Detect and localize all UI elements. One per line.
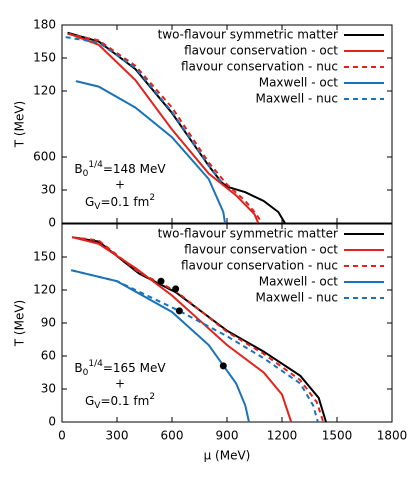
x-tick-label: 0 bbox=[58, 429, 66, 443]
y-tick-label: 120 bbox=[33, 84, 56, 98]
point bbox=[172, 285, 180, 293]
x-tick-label: 1200 bbox=[267, 429, 298, 443]
annotation-part: =148 MeV bbox=[103, 162, 167, 176]
y-tick-label: 120 bbox=[33, 283, 56, 297]
y-tick-label: 30 bbox=[41, 183, 56, 197]
annotation: + bbox=[115, 377, 125, 391]
legend-label: Maxwell - nuc bbox=[256, 92, 338, 106]
annotation-part: B bbox=[74, 361, 82, 375]
legend-label: Maxwell - oct bbox=[259, 76, 339, 90]
annotation-part: V bbox=[94, 202, 101, 212]
y-axis-label: T (MeV) bbox=[13, 300, 27, 347]
y-tick-label: 0 bbox=[48, 415, 56, 429]
annotation-part: V bbox=[94, 401, 101, 411]
x-tick-label: 900 bbox=[216, 429, 239, 443]
annotation-part: =165 MeV bbox=[103, 361, 167, 375]
y-tick-label: 150 bbox=[33, 250, 56, 264]
annotation-part: =0.1 fm bbox=[100, 394, 149, 408]
point bbox=[175, 307, 183, 315]
annotation: B01/4=148 MeV bbox=[74, 160, 166, 179]
x-tick-label: 1800 bbox=[377, 429, 408, 443]
y-tick-label: 60 bbox=[41, 349, 56, 363]
series-line bbox=[70, 269, 319, 423]
x-axis-label: μ (MeV) bbox=[204, 449, 251, 463]
y-tick-label: 0 bbox=[48, 216, 56, 230]
y-tick-label: 30 bbox=[41, 382, 56, 396]
legend-label: flavour conservation - nuc bbox=[181, 259, 338, 273]
series-line bbox=[75, 80, 226, 224]
point bbox=[219, 362, 227, 370]
annotation-part: G bbox=[85, 394, 94, 408]
series-line bbox=[70, 269, 250, 423]
legend-label: two-flavour symmetric matter bbox=[158, 28, 338, 42]
series-line bbox=[71, 236, 325, 423]
annotation-part: 1/4 bbox=[88, 359, 103, 369]
y-tick-label: 90 bbox=[41, 316, 56, 330]
annotation-part: 2 bbox=[149, 193, 155, 203]
x-tick-label: 300 bbox=[106, 429, 129, 443]
legend-label: two-flavour symmetric matter bbox=[158, 227, 338, 241]
legend-label: flavour conservation - oct bbox=[184, 243, 338, 257]
legend-label: flavour conservation - nuc bbox=[181, 60, 338, 74]
x-tick-label: 1500 bbox=[322, 429, 353, 443]
y-tick-label: 150 bbox=[33, 51, 56, 65]
annotation-part: 0 bbox=[83, 368, 89, 378]
annotation: GV=0.1 fm2 bbox=[85, 392, 155, 411]
legend-label: flavour conservation - oct bbox=[184, 44, 338, 58]
annotation-part: 2 bbox=[149, 392, 155, 402]
annotation-part: =0.1 fm bbox=[100, 195, 149, 209]
annotation: + bbox=[115, 178, 125, 192]
y-tick-label: 180 bbox=[33, 18, 56, 32]
annotation-part: 0 bbox=[83, 169, 89, 179]
annotation-part: 1/4 bbox=[88, 160, 103, 170]
y-tick-label: 600 bbox=[33, 150, 56, 164]
point bbox=[157, 277, 165, 285]
series-line bbox=[71, 236, 293, 423]
annotation-part: G bbox=[85, 195, 94, 209]
series-line bbox=[65, 36, 223, 183]
legend-label: Maxwell - oct bbox=[259, 275, 339, 289]
legend-label: Maxwell - nuc bbox=[256, 291, 338, 305]
annotation: B01/4=165 MeV bbox=[74, 359, 166, 378]
annotation: GV=0.1 fm2 bbox=[85, 193, 155, 212]
series-line bbox=[67, 32, 263, 224]
x-tick-label: 600 bbox=[161, 429, 184, 443]
annotation-part: B bbox=[74, 162, 82, 176]
y-axis-label: T (MeV) bbox=[13, 101, 27, 148]
series-line bbox=[68, 32, 260, 224]
